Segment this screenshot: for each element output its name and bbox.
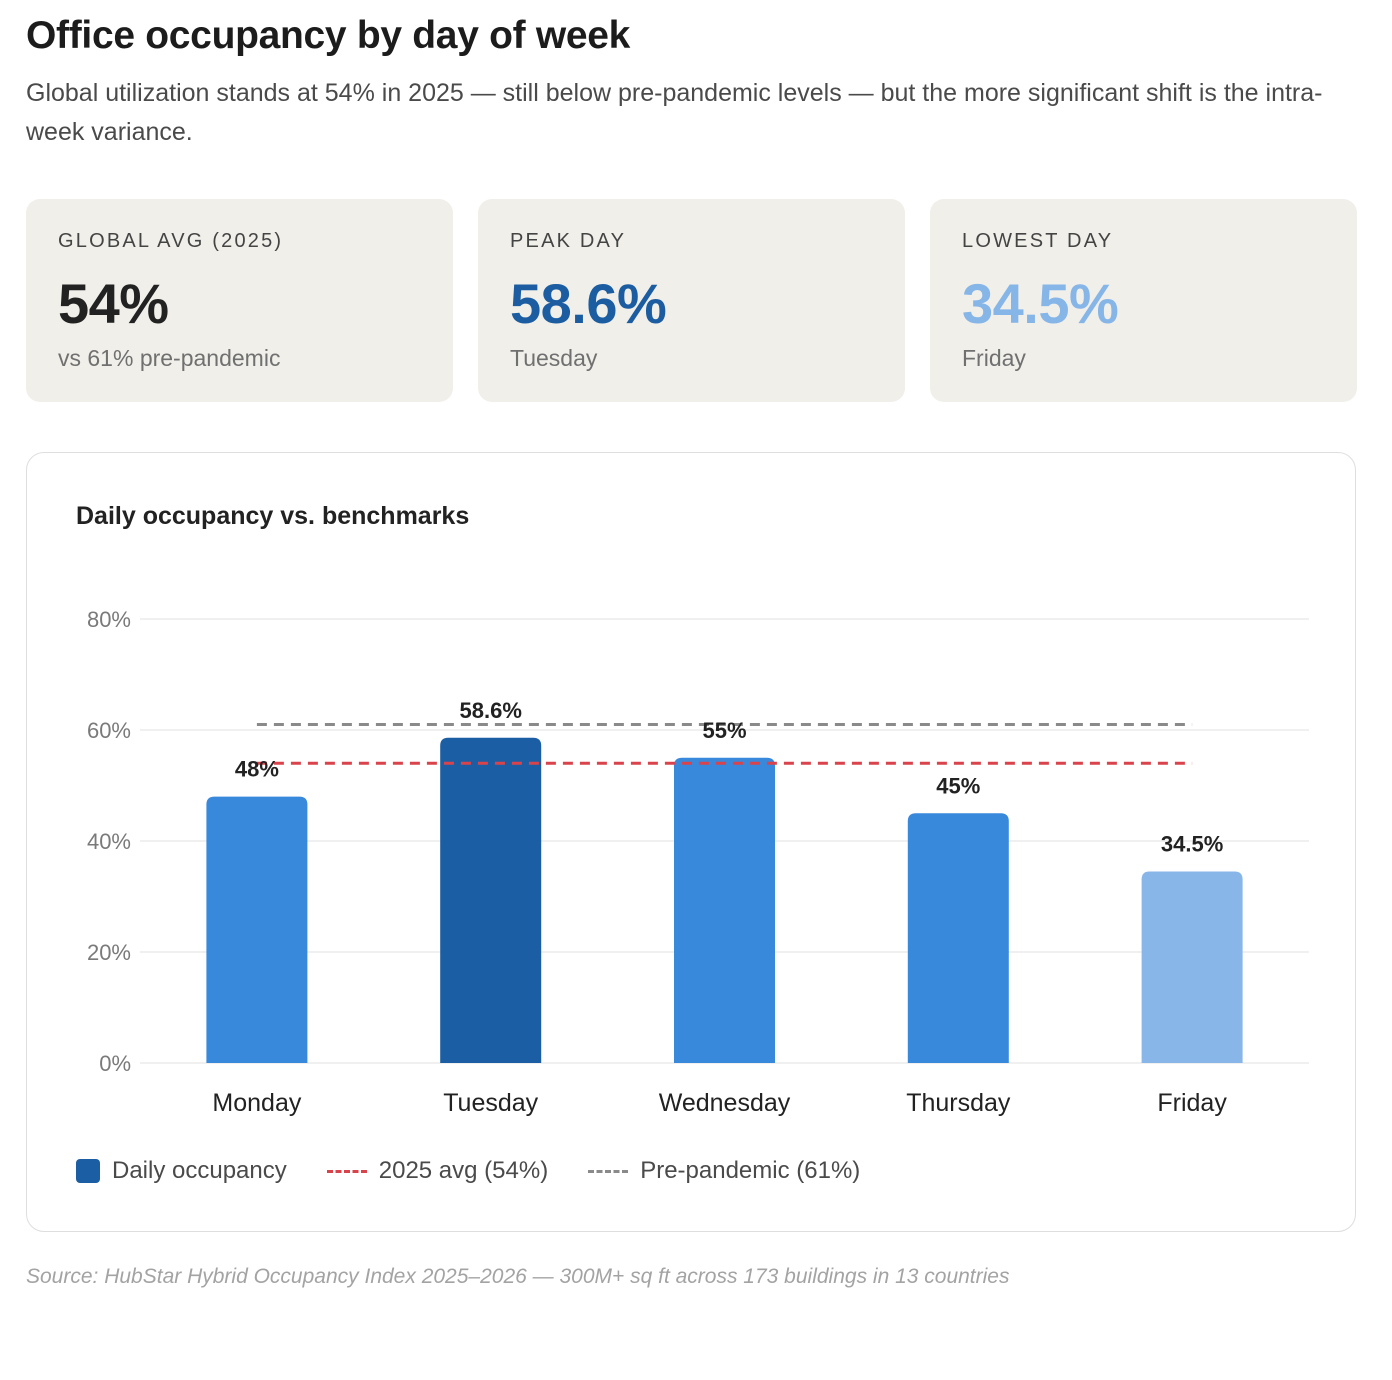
x-category-label: Tuesday bbox=[443, 1089, 538, 1117]
legend-label: 2025 avg (54%) bbox=[378, 1157, 549, 1184]
kpi-card-lowest-day: LOWEST DAY 34.5% Friday bbox=[930, 199, 1357, 402]
kpi-value: 54% bbox=[58, 272, 169, 335]
legend-item-pre-pandemic: Pre-pandemic (61%) bbox=[588, 1157, 860, 1185]
x-category-label: Friday bbox=[1157, 1089, 1227, 1117]
legend-dash bbox=[326, 1169, 367, 1173]
kpi-sub: Friday bbox=[962, 345, 1026, 371]
kpi-label: GLOBAL AVG (2025) bbox=[58, 230, 284, 252]
bar-value-label: 45% bbox=[936, 773, 980, 798]
page-title: Office occupancy by day of week bbox=[26, 14, 631, 57]
y-tick-label: 40% bbox=[87, 829, 131, 854]
bar-tuesday bbox=[440, 737, 542, 1063]
y-tick-label: 80% bbox=[87, 607, 131, 632]
bar-value-label: 58.6% bbox=[460, 698, 522, 723]
kpi-value: 58.6% bbox=[510, 272, 667, 335]
y-tick-label: 20% bbox=[87, 940, 131, 965]
bar-value-label: 48% bbox=[235, 757, 279, 782]
legend-item-2025-avg: 2025 avg (54%) bbox=[326, 1157, 549, 1185]
kpi-value: 34.5% bbox=[962, 272, 1119, 335]
legend-label: Pre-pandemic (61%) bbox=[640, 1157, 861, 1184]
kpi-card-peak-day: PEAK DAY 58.6% Tuesday bbox=[478, 199, 905, 402]
bar-value-label: 34.5% bbox=[1161, 832, 1223, 857]
bar-value-label: 55% bbox=[702, 718, 746, 743]
legend-dash bbox=[588, 1169, 629, 1173]
legend-label: Daily occupancy bbox=[112, 1157, 287, 1184]
source-note: Source: HubStar Hybrid Occupancy Index 2… bbox=[26, 1265, 1010, 1288]
kpi-label: LOWEST DAY bbox=[962, 230, 1114, 252]
chart-legend: Daily occupancy 2025 avg (54%) Pre-pande… bbox=[76, 1153, 900, 1189]
y-tick-label: 60% bbox=[87, 718, 131, 743]
chart-card: Daily occupancy vs. benchmarks 0% 20% 40% 6… bbox=[26, 452, 1356, 1232]
chart-title: Daily occupancy vs. benchmarks bbox=[76, 502, 470, 530]
x-category-label: Monday bbox=[212, 1089, 301, 1117]
legend-swatch bbox=[76, 1159, 100, 1183]
x-category-label: Thursday bbox=[906, 1089, 1011, 1117]
kpi-card-global-avg: GLOBAL AVG (2025) 54% vs 61% pre-pandemi… bbox=[26, 199, 453, 402]
legend-item-daily-occupancy: Daily occupancy bbox=[76, 1157, 287, 1185]
page-subtitle: Global utilization stands at 54% in 2025… bbox=[26, 79, 1323, 146]
bar-wednesday bbox=[674, 757, 775, 1063]
bar-friday bbox=[1141, 871, 1243, 1063]
bar-monday bbox=[206, 796, 308, 1063]
kpi-label: PEAK DAY bbox=[510, 230, 627, 252]
kpi-sub: Tuesday bbox=[510, 345, 598, 371]
kpi-sub: vs 61% pre-pandemic bbox=[58, 345, 281, 371]
x-category-label: Wednesday bbox=[659, 1089, 791, 1117]
bar-chart: 0% 20% 40% 60% 80% 48% Monday 58.6% Tuesday 55% We… bbox=[87, 607, 1309, 1117]
y-tick-label: 0% bbox=[99, 1051, 131, 1076]
bar-thursday bbox=[907, 813, 1009, 1063]
